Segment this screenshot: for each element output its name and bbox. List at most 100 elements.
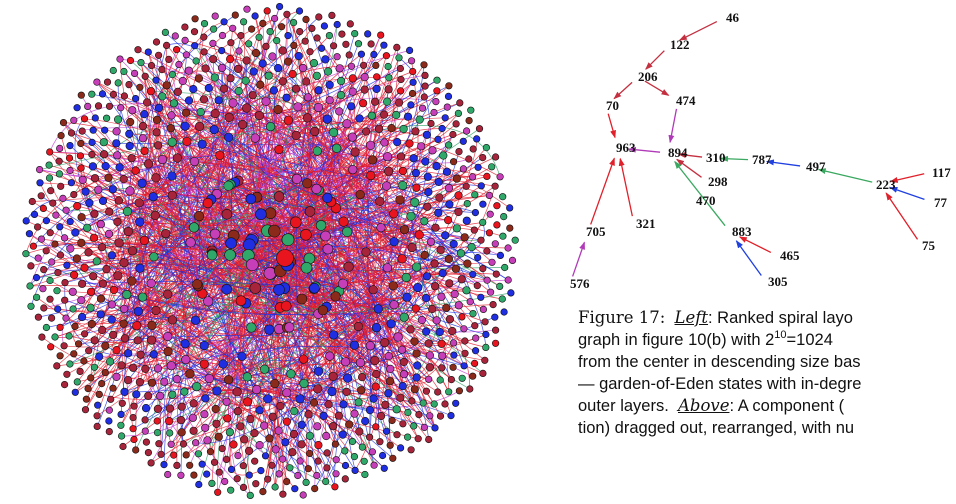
spiral-node <box>37 235 46 243</box>
spiral-node <box>300 261 313 274</box>
spiral-edge <box>376 277 407 375</box>
spiral-node <box>126 117 135 127</box>
spiral-edge <box>297 65 377 108</box>
spiral-node <box>113 271 123 281</box>
spiral-node <box>112 346 121 355</box>
spiral-node <box>191 42 199 50</box>
spiral-node <box>455 148 463 156</box>
spiral-node <box>459 137 467 145</box>
spiral-node <box>152 128 161 137</box>
spiral-node <box>452 399 460 407</box>
spiral-node <box>376 223 386 233</box>
spiral-node <box>172 153 182 163</box>
spiral-node <box>402 292 412 302</box>
spiral-edge <box>69 157 308 198</box>
spiral-node <box>309 398 319 407</box>
spiral-edge <box>325 266 417 482</box>
spiral-node <box>313 471 321 480</box>
spiral-node <box>399 124 408 134</box>
spiral-node <box>461 337 469 345</box>
spiral-node <box>411 168 421 178</box>
spiral-edge <box>138 78 354 312</box>
spiral-node <box>338 30 346 38</box>
spiral-node <box>114 196 123 205</box>
spiral-node <box>395 98 404 107</box>
spiral-node <box>105 357 115 366</box>
spiral-node <box>483 276 491 284</box>
spiral-node <box>45 161 53 169</box>
spiral-node <box>364 30 372 38</box>
spiral-node <box>371 323 382 333</box>
spiral-node <box>51 240 59 248</box>
spiral-node <box>165 55 173 64</box>
spiral-node <box>200 410 209 419</box>
spiral-edge <box>138 202 251 496</box>
spiral-node <box>475 125 484 133</box>
spiral-node <box>249 67 258 76</box>
spiral-node <box>98 90 107 98</box>
spiral-node <box>432 97 440 106</box>
spiral-node <box>93 422 101 431</box>
spiral-node <box>166 361 176 371</box>
spiral-node <box>288 448 297 457</box>
spiral-node <box>425 435 433 444</box>
spiral-node <box>192 382 202 392</box>
spiral-edge <box>205 203 281 407</box>
spiral-node <box>177 471 185 479</box>
spiral-node <box>57 182 65 190</box>
spiral-node <box>415 115 424 124</box>
spiral-node <box>204 373 214 384</box>
spiral-node <box>53 362 61 370</box>
spiral-node <box>389 209 399 219</box>
spiral-node <box>382 427 391 435</box>
spiral-node <box>185 369 195 379</box>
spiral-node <box>282 417 292 426</box>
spiral-node <box>437 292 446 301</box>
spiral-node <box>227 486 235 494</box>
spiral-node <box>399 312 409 322</box>
spiral-node <box>152 115 162 124</box>
spiral-node <box>425 363 435 372</box>
spiral-node <box>312 146 322 156</box>
figure-caption: Figure 17: Left: Ranked spiral layo grap… <box>578 307 956 439</box>
caption-line-2-text-b: =1024 <box>786 331 833 349</box>
spiral-node <box>264 324 275 335</box>
spiral-edge <box>110 197 328 400</box>
spiral-node <box>452 224 462 233</box>
spiral-node <box>70 116 78 124</box>
spiral-node <box>412 373 421 382</box>
spiral-node <box>335 64 344 73</box>
spiral-node <box>289 216 302 229</box>
spiral-node <box>410 197 420 207</box>
spiral-node <box>221 283 232 295</box>
spiral-node <box>419 399 427 407</box>
spiral-node <box>206 448 215 456</box>
spiral-node <box>422 294 431 303</box>
spiral-node <box>167 315 177 325</box>
spiral-node <box>201 64 210 73</box>
spiral-node <box>389 237 399 247</box>
spiral-node <box>182 136 192 146</box>
spiral-node <box>200 20 209 28</box>
spiral-node <box>234 64 243 73</box>
spiral-node <box>313 384 323 394</box>
spiral-node <box>252 384 262 395</box>
spiral-node <box>212 419 221 428</box>
spiral-node <box>175 60 183 69</box>
caption-line-2: graph in figure 10(b) with 210=1024 <box>578 329 956 351</box>
spiral-edge <box>39 113 216 177</box>
spiral-node <box>485 229 494 237</box>
spiral-node <box>291 84 301 93</box>
spiral-node <box>245 446 254 456</box>
spiral-node <box>259 19 267 28</box>
spiral-edge <box>139 221 270 439</box>
spiral-node <box>412 349 421 358</box>
spiral-edge <box>290 211 459 375</box>
spiral-node <box>308 24 316 33</box>
spiral-node <box>32 274 41 282</box>
spiral-node <box>266 28 274 36</box>
spiral-node <box>332 143 342 153</box>
spiral-node <box>212 386 222 396</box>
spiral-node <box>365 406 375 415</box>
spiral-nodes <box>22 2 519 500</box>
